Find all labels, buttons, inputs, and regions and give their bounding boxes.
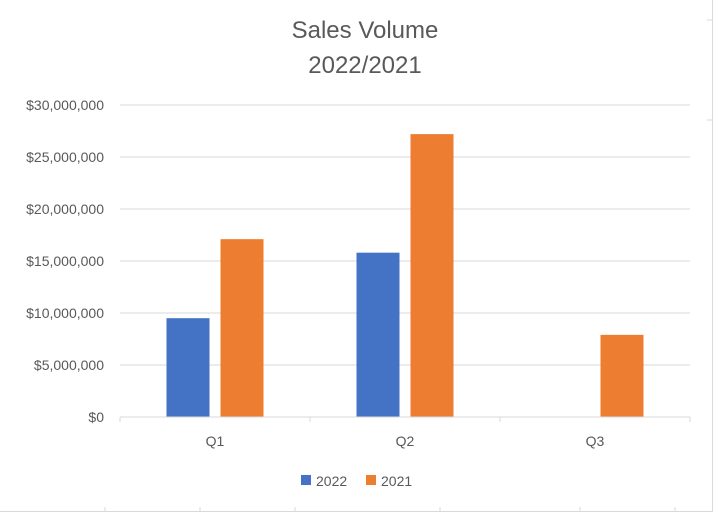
y-tick-label: $15,000,000 (26, 253, 104, 269)
legend-label-2022: 2022 (316, 473, 347, 489)
bars (166, 134, 644, 417)
x-tick-label: Q3 (586, 433, 605, 449)
bar-2021-Q1 (220, 239, 264, 417)
y-tick-label: $10,000,000 (26, 305, 104, 321)
bar-2021-Q2 (410, 134, 454, 417)
x-axis (119, 416, 691, 422)
legend-swatch-2022 (301, 475, 311, 485)
y-tick-label: $20,000,000 (26, 201, 104, 217)
y-axis-tick-labels: $0 $5,000,000 $10,000,000 $15,000,000 $20,00… (26, 97, 104, 425)
legend: 2022 2021 (301, 473, 412, 489)
x-axis-tick-labels: Q1 Q2 Q3 (206, 433, 605, 449)
bar-2021-Q3 (600, 334, 644, 417)
frame-ticks (104, 19, 712, 512)
x-tick-label: Q2 (396, 433, 415, 449)
legend-label-2021: 2021 (381, 473, 412, 489)
chart-title: Sales Volume 2022/2021 (292, 17, 439, 79)
y-tick-label: $30,000,000 (26, 97, 104, 113)
y-tick-label: $25,000,000 (26, 149, 104, 165)
y-tick-label: $5,000,000 (34, 357, 104, 373)
gridlines (120, 104, 690, 366)
bar-2022-Q2 (356, 252, 400, 417)
chart-title-line-1: Sales Volume (292, 17, 439, 44)
y-tick-label: $0 (88, 409, 104, 425)
legend-swatch-2021 (366, 475, 376, 485)
x-tick-label: Q1 (206, 433, 225, 449)
bar-2022-Q1 (166, 318, 210, 417)
chart-title-line-2: 2022/2021 (308, 52, 421, 79)
